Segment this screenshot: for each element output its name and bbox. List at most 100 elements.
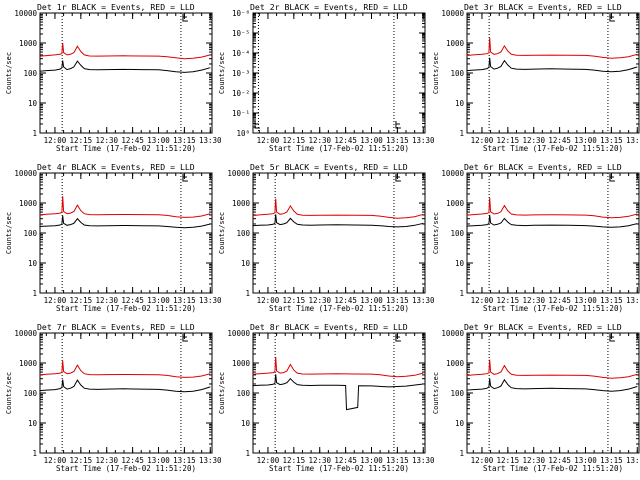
x-tick-label: 12:45 [121, 296, 144, 305]
plot-frame [252, 172, 426, 294]
y-tick-label: 100 [23, 69, 37, 78]
x-tick-label: 13:00 [360, 456, 383, 465]
events-series-line [252, 374, 424, 411]
x-tick-label: 12:15 [497, 136, 520, 145]
y-tick-label: 10 [28, 419, 38, 428]
x-tick-label: 12:00 [257, 136, 280, 145]
y-axis-label: Counts/sec [5, 212, 13, 254]
x-tick-label: 12:00 [257, 456, 280, 465]
x-tick-label: 13:30 [626, 296, 640, 305]
bracket-mark [182, 14, 188, 22]
y-axis-label: Counts/sec [432, 372, 440, 414]
panel-title: Det 2r BLACK = Events, RED = LLD [250, 2, 408, 12]
y-axis-label: Counts/sec [432, 52, 440, 94]
y-tick-label: 1000 [446, 359, 465, 368]
detector-panel: Det 8r BLACK = Events, RED = LLD 1 10 100 10… [218, 322, 435, 473]
bracket-mark [609, 14, 615, 22]
x-tick-label: 13:00 [147, 136, 170, 145]
plot-frame [39, 332, 213, 454]
y-axis-label: Counts/sec [218, 372, 226, 414]
bracket-mark [609, 334, 615, 342]
y-axis-label: Counts/sec [5, 372, 13, 414]
x-tick-label: 12:30 [522, 296, 545, 305]
x-tick-label: 13:00 [360, 136, 383, 145]
x-axis-label: Start Time (17-Feb-02 11:51:20) [56, 144, 196, 153]
y-tick-label: 1000 [232, 199, 251, 208]
y-tick-label: 1000 [19, 199, 38, 208]
panel-title: Det 3r BLACK = Events, RED = LLD [464, 2, 622, 12]
detector-panel: Det 7r BLACK = Events, RED = LLD 1 10 100 10… [5, 322, 222, 473]
lld-series-line [466, 37, 638, 59]
x-axis-label: Start Time (17-Feb-02 11:51:20) [269, 464, 409, 473]
bracket-mark [254, 121, 260, 129]
y-tick-label: 10000 [14, 329, 37, 338]
x-tick-label: 13:15 [600, 456, 623, 465]
x-tick-label: 13:30 [412, 456, 435, 465]
x-tick-label: 12:30 [308, 136, 331, 145]
detector-panel: Det 6r BLACK = Events, RED = LLD 1 10 100 10… [432, 162, 640, 313]
x-tick-label: 13:00 [574, 456, 597, 465]
x-tick-label: 12:15 [497, 296, 520, 305]
y-tick-label: 10⁻⁴ [232, 49, 250, 58]
y-tick-label: 10 [455, 259, 465, 268]
x-tick-label: 12:15 [283, 456, 306, 465]
y-tick-label: 100 [23, 389, 37, 398]
bracket-mark [182, 334, 188, 342]
x-tick-label: 13:15 [600, 296, 623, 305]
y-tick-label: 1 [32, 129, 37, 138]
y-tick-label: 10⁻¹ [232, 109, 250, 118]
plot-frame [252, 12, 426, 134]
x-axis-label: Start Time (17-Feb-02 11:51:20) [483, 464, 623, 473]
plot-frame [252, 332, 426, 454]
y-tick-label: 10⁻⁵ [232, 29, 250, 38]
lld-series-line [466, 359, 638, 379]
plot-frame [466, 172, 640, 294]
x-tick-label: 13:15 [386, 456, 409, 465]
bracket-mark [395, 174, 401, 182]
plot-frame [466, 332, 640, 454]
detector-panel: Det 1r BLACK = Events, RED = LLD 1 10 100 10… [5, 2, 222, 153]
x-tick-label: 12:45 [548, 456, 571, 465]
y-tick-label: 10000 [227, 169, 250, 178]
x-tick-label: 12:15 [283, 296, 306, 305]
y-tick-label: 10 [241, 419, 251, 428]
y-tick-label: 10000 [227, 329, 250, 338]
y-axis-label: Counts/sec [218, 212, 226, 254]
lld-series-line [252, 356, 424, 378]
lld-series-line [252, 198, 424, 219]
x-tick-label: 13:15 [173, 136, 196, 145]
plot-frame [39, 12, 213, 134]
x-tick-label: 12:30 [95, 456, 118, 465]
x-tick-label: 13:30 [412, 136, 435, 145]
y-tick-label: 1 [32, 289, 37, 298]
x-tick-label: 12:15 [70, 296, 93, 305]
x-tick-label: 12:00 [257, 296, 280, 305]
x-tick-label: 12:00 [44, 456, 67, 465]
y-tick-label: 100 [450, 389, 464, 398]
panel-title: Det 6r BLACK = Events, RED = LLD [464, 162, 622, 172]
bracket-mark [609, 174, 615, 182]
x-tick-label: 12:45 [548, 296, 571, 305]
y-tick-label: 10000 [441, 329, 464, 338]
x-tick-label: 12:45 [334, 136, 357, 145]
y-tick-label: 10000 [14, 169, 37, 178]
events-series-line [466, 57, 638, 73]
panel-title: Det 7r BLACK = Events, RED = LLD [37, 322, 195, 332]
x-tick-label: 12:00 [44, 296, 67, 305]
x-axis-label: Start Time (17-Feb-02 11:51:20) [483, 144, 623, 153]
lld-series-line [39, 196, 211, 218]
bracket-mark [395, 334, 401, 342]
y-tick-label: 10 [28, 99, 38, 108]
events-series-line [466, 378, 638, 392]
detector-panel: Det 5r BLACK = Events, RED = LLD 1 10 100 10… [218, 162, 435, 313]
lld-series-line [39, 360, 211, 378]
plot-frame [466, 12, 640, 134]
plot-frame [39, 172, 213, 294]
x-tick-label: 12:15 [70, 456, 93, 465]
x-axis-label: Start Time (17-Feb-02 11:51:20) [56, 464, 196, 473]
x-tick-label: 12:30 [522, 136, 545, 145]
x-tick-label: 13:00 [147, 456, 170, 465]
y-tick-label: 1 [459, 289, 464, 298]
lld-series-line [466, 197, 638, 219]
